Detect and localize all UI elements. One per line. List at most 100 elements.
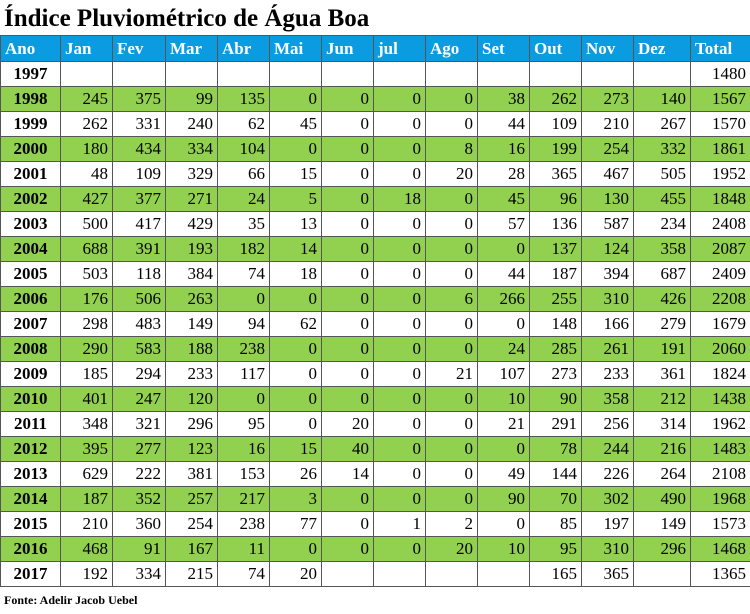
rainfall-table: Ano Jan Fev Mar Abr Mai Jun jul Ago Set Out Nov Dez T… [0,35,750,587]
value-cell: 266 [477,286,530,312]
value-cell [217,61,270,87]
value-cell: 0 [321,186,374,212]
value-cell: 62 [217,111,270,137]
value-cell: 500 [60,211,113,237]
value-cell: 199 [529,136,582,162]
value-cell: 0 [425,236,478,262]
value-cell: 262 [529,86,582,112]
value-cell: 215 [165,561,218,587]
year-cell: 2005 [0,261,61,287]
value-cell: 49 [477,461,530,487]
value-cell: 210 [60,511,113,537]
value-cell: 26 [269,461,322,487]
table-row: 2007 298 483 149 94 62 0 0 0 0 148 166 279 1679 [0,311,750,337]
table-row: 2010 401 247 120 0 0 0 0 0 10 90 358 212 1438 [0,386,750,412]
value-cell: 70 [529,486,582,512]
value-cell: 104 [217,136,270,162]
value-cell: 153 [217,461,270,487]
value-cell [633,561,691,587]
year-cell: 2006 [0,286,61,312]
table-body: 1997 1480 1998 245 375 99 135 0 0 0 0 38 262 273 140 15… [0,61,750,587]
value-cell: 38 [477,86,530,112]
value-cell: 245 [60,86,113,112]
value-cell: 13 [269,211,322,237]
value-cell: 426 [633,286,691,312]
value-cell: 0 [321,236,374,262]
year-cell: 2002 [0,186,61,212]
value-cell [529,61,582,87]
value-cell: 257 [165,486,218,512]
year-cell: 2010 [0,386,61,412]
value-cell: 176 [60,286,113,312]
value-cell: 21 [425,361,478,387]
value-cell: 1962 [690,411,750,437]
source: Fonte: Adelir Jacob Uebel [4,593,138,607]
value-cell [425,561,478,587]
value-cell: 62 [269,311,322,337]
value-cell: 238 [217,336,270,362]
value-cell: 0 [269,136,322,162]
value-cell: 331 [112,111,166,137]
value-cell: 0 [269,86,322,112]
table-row: 1997 1480 [0,61,750,87]
column-header: Mar [165,35,218,62]
value-cell: 1573 [690,511,750,537]
value-cell: 44 [477,111,530,137]
table-row: 2002 427 377 271 24 5 0 18 0 45 96 130 455 1848 [0,186,750,212]
value-cell: 44 [477,261,530,287]
value-cell: 85 [529,511,582,537]
value-cell [477,61,530,87]
table-row: 2006 176 506 263 0 0 0 0 6 266 255 310 426 2208 [0,286,750,312]
value-cell: 0 [373,336,426,362]
value-cell: 1365 [690,561,750,587]
value-cell: 0 [321,261,374,287]
value-cell: 24 [217,186,270,212]
value-cell: 45 [269,111,322,137]
value-cell: 0 [373,236,426,262]
value-cell: 0 [477,236,530,262]
column-header: Set [477,35,530,62]
value-cell: 434 [112,136,166,162]
value-cell: 1 [373,511,426,537]
value-cell: 0 [269,411,322,437]
value-cell: 99 [165,86,218,112]
value-cell: 0 [321,136,374,162]
value-cell: 0 [269,361,322,387]
value-cell: 0 [321,211,374,237]
column-header: Nov [581,35,634,62]
value-cell: 180 [60,136,113,162]
year-cell: 1998 [0,86,61,112]
value-cell: 95 [529,536,582,562]
value-cell: 0 [269,336,322,362]
value-cell: 391 [112,236,166,262]
value-cell: 291 [529,411,582,437]
value-cell: 0 [321,311,374,337]
table-row: 2012 395 277 123 16 15 40 0 0 0 78 244 216 1483 [0,436,750,462]
value-cell: 505 [633,161,691,187]
value-cell: 583 [112,336,166,362]
value-cell: 15 [269,436,322,462]
value-cell: 321 [112,411,166,437]
value-cell: 294 [112,361,166,387]
year-cell: 2011 [0,411,61,437]
value-cell: 188 [165,336,218,362]
value-cell: 0 [425,386,478,412]
value-cell: 271 [165,186,218,212]
value-cell: 90 [477,486,530,512]
table-row: 2011 348 321 296 95 0 20 0 0 21 291 256 314 1962 [0,411,750,437]
value-cell: 261 [581,336,634,362]
value-cell: 185 [60,361,113,387]
value-cell: 2409 [690,261,750,287]
value-cell: 348 [60,411,113,437]
value-cell: 1570 [690,111,750,137]
value-cell: 120 [165,386,218,412]
value-cell: 285 [529,336,582,362]
year-cell: 2000 [0,136,61,162]
value-cell: 74 [217,261,270,287]
value-cell: 263 [165,286,218,312]
value-cell [321,561,374,587]
value-cell: 296 [633,536,691,562]
value-cell: 0 [321,286,374,312]
value-cell: 334 [165,136,218,162]
column-header: Ago [425,35,478,62]
